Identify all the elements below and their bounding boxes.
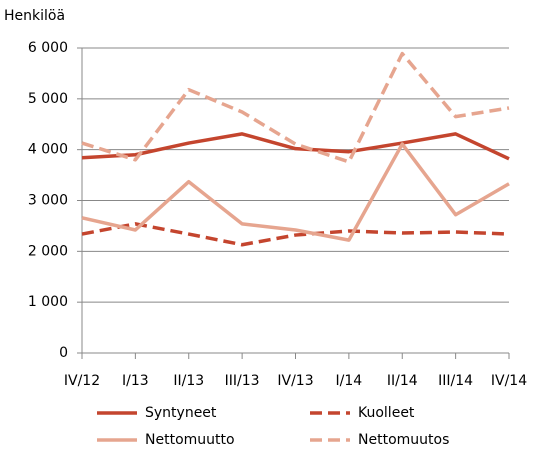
y-tick-label: 3 000	[28, 193, 68, 209]
y-tick-label: 1 000	[28, 294, 68, 310]
series-line	[81, 132, 510, 161]
x-tick-label: IV/13	[277, 373, 313, 389]
x-tick-label: I/13	[122, 373, 149, 389]
x-tick-label: I/14	[336, 373, 363, 389]
x-tick-label: III/14	[438, 373, 473, 389]
y-tick-label: 0	[59, 345, 68, 361]
y-axis-label: Henkilöä	[4, 8, 65, 24]
x-tick-label: IV/12	[64, 373, 100, 389]
x-tick-label: II/14	[387, 373, 418, 389]
legend-label: Syntyneet	[145, 405, 217, 421]
y-tick-label: 2 000	[28, 243, 68, 259]
y-tick-label: 5 000	[28, 91, 68, 107]
x-tick-label: II/13	[173, 373, 204, 389]
series-line	[81, 142, 510, 242]
legend-label: Kuolleet	[358, 405, 415, 421]
y-tick-label: 6 000	[28, 40, 68, 56]
x-tick-label: III/13	[225, 373, 260, 389]
legend-label: Nettomuutto	[145, 432, 235, 448]
series-line	[81, 222, 510, 247]
y-tick-label: 4 000	[28, 142, 68, 158]
series-line	[81, 51, 510, 164]
x-tick-label: IV/14	[491, 373, 527, 389]
legend-label: Nettomuutos	[358, 432, 449, 448]
